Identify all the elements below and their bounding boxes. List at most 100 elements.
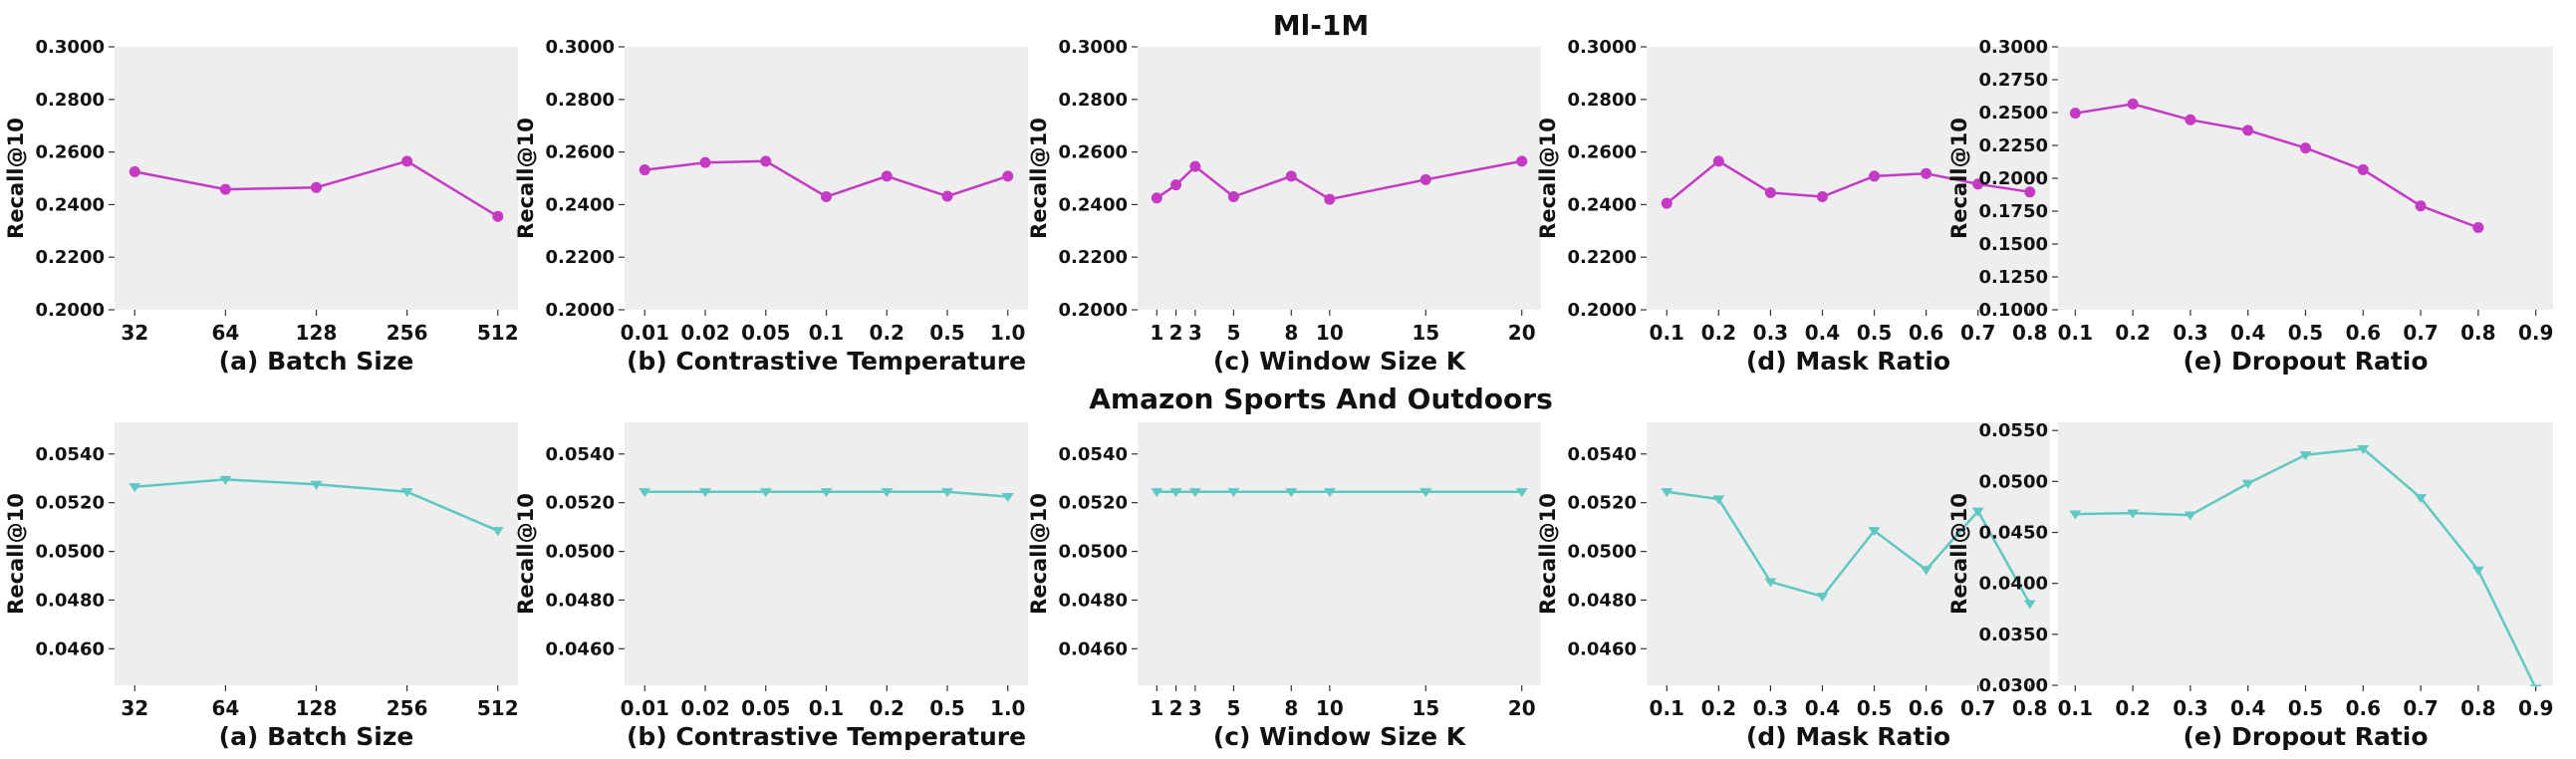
y-tick-label: 0.2400 (1568, 194, 1637, 215)
y-tick-label: 0.3000 (36, 37, 105, 58)
x-tick-label: 10 (1316, 321, 1344, 345)
data-point (2357, 445, 2370, 455)
x-tick-label: 0.4 (1805, 696, 1840, 720)
y-tick-label: 0.1750 (1979, 201, 2048, 222)
y-tick-label: 0.0350 (1979, 625, 2048, 645)
x-tick-label: 0.1 (1650, 696, 1684, 720)
y-tick-label: 0.3000 (1979, 37, 2048, 58)
data-point (1285, 488, 1298, 498)
x-axis-label: (a) Batch Size (219, 347, 414, 376)
data-point (2299, 451, 2312, 461)
x-tick-label: 0.1 (2058, 696, 2093, 720)
y-tick-label: 0.2200 (1568, 247, 1637, 268)
y-tick-label: 0.0500 (1979, 471, 2048, 492)
data-point (759, 488, 772, 498)
data-point (2127, 509, 2140, 519)
data-point (1169, 488, 1182, 498)
data-point (2242, 125, 2254, 136)
x-tick-label: 512 (477, 696, 519, 720)
x-tick-label: 0.01 (621, 321, 669, 345)
data-point (1419, 173, 1431, 185)
data-point (401, 155, 413, 167)
data-point (1227, 488, 1240, 498)
x-tick-label: 0.4 (2230, 321, 2265, 345)
x-tick-label: 0.2 (1701, 321, 1736, 345)
x-tick-label: 0.7 (2403, 696, 2438, 720)
y-axis-label: Recall@10 (1027, 118, 1051, 239)
y-tick-label: 0.2800 (36, 90, 105, 111)
data-point (1188, 488, 1201, 498)
y-tick-label: 0.0520 (1568, 493, 1637, 514)
x-tick-label: 20 (1508, 321, 1536, 345)
data-point (1661, 488, 1674, 498)
x-axis-label: (b) Contrastive Temperature (627, 722, 1026, 751)
y-tick-label: 0.2600 (1568, 142, 1637, 163)
x-tick-label: 128 (296, 696, 338, 720)
x-tick-label: 0.2 (2115, 696, 2150, 720)
data-point (941, 190, 953, 202)
y-tick-label: 0.2800 (546, 90, 615, 111)
y-tick-label: 0.2200 (36, 247, 105, 268)
data-point (491, 527, 504, 537)
x-tick-label: 0.3 (1753, 321, 1788, 345)
data-point (1324, 193, 1336, 205)
x-tick-label: 512 (477, 321, 519, 345)
x-axis-label: (a) Batch Size (219, 722, 414, 751)
data-point (1972, 178, 1984, 190)
data-point (129, 165, 140, 177)
y-tick-label: 0.0460 (546, 638, 615, 659)
y-tick-label: 0.3000 (546, 37, 615, 58)
x-tick-label: 2 (1169, 696, 1183, 720)
y-tick-label: 0.2400 (36, 194, 105, 215)
x-tick-label: 32 (121, 696, 148, 720)
x-tick-label: 0.02 (680, 321, 729, 345)
x-tick-label: 2 (1169, 321, 1183, 345)
y-tick-label: 0.2000 (36, 300, 105, 321)
y-tick-label: 0.0480 (36, 590, 105, 611)
chart-sports-0: 0.0460 0.0480 0.0500 0.0520 0.0540 32 64 128 256… (4, 422, 519, 751)
chart-ml1m-0: 0.2000 0.2200 0.2400 0.2600 0.2800 0.3000 32 64… (4, 37, 519, 376)
chart-ml1m-1: 0.2000 0.2200 0.2400 0.2600 0.2800 0.3000 0.01… (514, 37, 1028, 376)
y-axis-label: Recall@10 (1947, 118, 1971, 239)
data-point (941, 488, 953, 498)
y-tick-label: 0.0520 (1059, 493, 1128, 514)
y-tick-label: 0.0520 (36, 493, 105, 514)
y-tick-label: 0.0550 (1979, 420, 2048, 441)
x-tick-label: 1.0 (990, 321, 1025, 345)
y-tick-label: 0.0300 (1979, 675, 2048, 696)
x-tick-label: 0.5 (929, 696, 964, 720)
data-point (2069, 510, 2082, 520)
x-tick-label: 0.6 (2346, 321, 2381, 345)
data-point (1516, 155, 1528, 167)
data-point (1764, 187, 1776, 199)
data-point (1764, 578, 1777, 588)
data-point (1227, 190, 1239, 202)
chart-sports-2: 0.0460 0.0480 0.0500 0.0520 0.0540 1 2 3 5 8 10 15 2… (1027, 422, 1541, 751)
data-point (1151, 488, 1163, 498)
data-point (2023, 600, 2036, 610)
data-line (1667, 490, 2031, 605)
x-tick-label: 0.05 (741, 321, 790, 345)
y-tick-label: 0.0480 (546, 590, 615, 611)
data-point (1816, 593, 1829, 603)
y-tick-label: 0.0540 (546, 444, 615, 465)
y-axis-label: Recall@10 (1536, 493, 1560, 615)
data-line (1666, 159, 2030, 205)
chart-sports-3: 0.0460 0.0480 0.0500 0.0520 0.0540 0.1 0.2 0.3 0… (1536, 422, 2050, 751)
x-tick-label: 0.5 (2288, 321, 2323, 345)
y-tick-label: 0.0500 (36, 542, 105, 563)
chart-ml1m-2: 0.2000 0.2200 0.2400 0.2600 0.2800 0.3000 1 2 3 5… (1027, 37, 1541, 376)
x-tick-label: 0.2 (1701, 696, 1736, 720)
data-point (1921, 167, 1932, 179)
data-point (2127, 98, 2139, 110)
y-tick-label: 0.0480 (1059, 590, 1128, 611)
x-tick-label: 256 (386, 696, 428, 720)
chart-sports-1: 0.0460 0.0480 0.0500 0.0520 0.0540 0.01 0.02 0.… (514, 422, 1028, 751)
x-tick-label: 0.5 (2288, 696, 2323, 720)
x-axis-label: (e) Dropout Ratio (2183, 722, 2428, 751)
data-point (639, 164, 650, 176)
x-axis-label: (e) Dropout Ratio (2183, 347, 2428, 376)
y-tick-label: 0.2000 (1059, 300, 1128, 321)
